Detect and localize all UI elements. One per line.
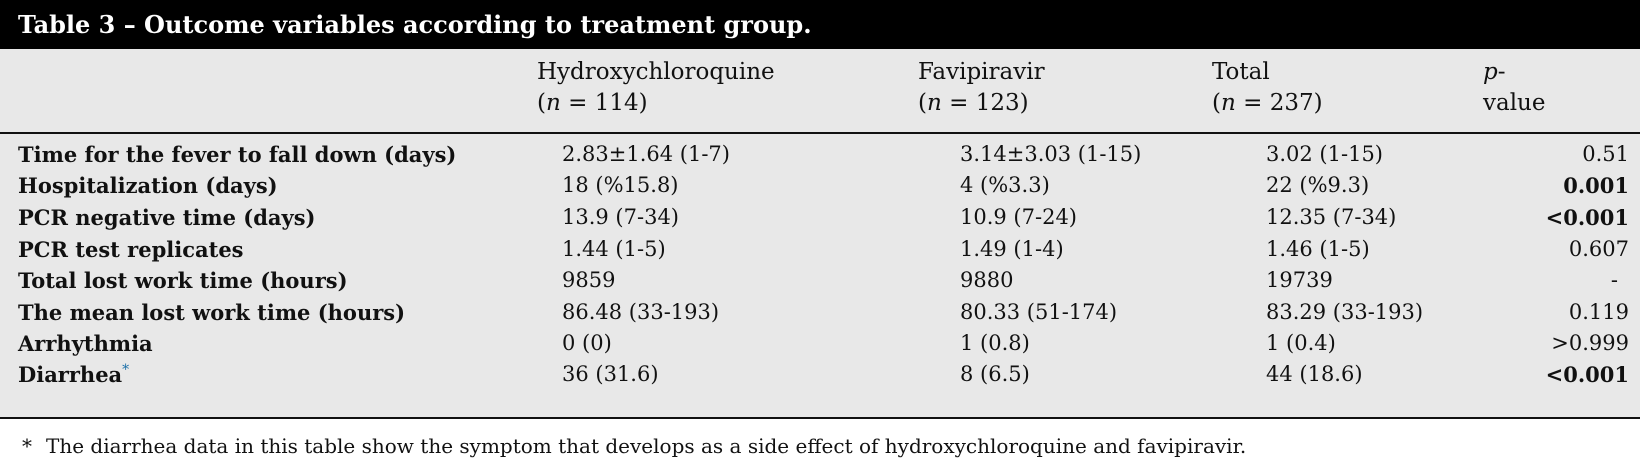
row-label: Total lost work time (hours)	[18, 268, 348, 293]
cell-total: 22 (%9.3)	[1266, 173, 1370, 197]
cell-p-value: >0.999	[1551, 331, 1629, 355]
table-row: The mean lost work time (hours) 86.48 (3…	[0, 296, 1640, 329]
row-label: Diarrhea*	[18, 362, 130, 387]
cell-hydroxychloroquine: 36 (31.6)	[562, 362, 659, 386]
cell-p-value: 0.119	[1568, 300, 1629, 324]
cell-total: 44 (18.6)	[1266, 362, 1363, 386]
footnote-marker: *	[22, 434, 32, 458]
cell-total: 1 (0.4)	[1266, 331, 1336, 355]
header-label: Hydroxychloroquine	[537, 59, 775, 85]
cell-favipiravir: 1 (0.8)	[960, 331, 1030, 355]
cell-favipiravir: 8 (6.5)	[960, 362, 1030, 386]
cell-hydroxychloroquine: 9859	[562, 268, 616, 292]
table-row: Hospitalization (days) 18 (%15.8) 4 (%3.…	[0, 169, 1640, 202]
header-n: (n = 114)	[537, 90, 648, 116]
header-label: Favipiravir	[918, 59, 1045, 85]
header-divider	[0, 132, 1640, 134]
cell-hydroxychloroquine: 13.9 (7-34)	[562, 205, 679, 229]
cell-p-value: 0.51	[1582, 142, 1629, 166]
cell-favipiravir: 4 (%3.3)	[960, 173, 1050, 197]
cell-p-value: <0.001	[1545, 205, 1629, 230]
header-hydroxychloroquine: Hydroxychloroquine (n = 114)	[537, 57, 775, 119]
table-footnote: * The diarrhea data in this table show th…	[22, 432, 1246, 460]
footnote-marker-link[interactable]: *	[122, 362, 130, 378]
header-n: (n = 123)	[918, 90, 1029, 116]
cell-total: 83.29 (33-193)	[1266, 300, 1424, 324]
table-title: Table 3 – Outcome variables according to…	[0, 0, 1640, 49]
cell-hydroxychloroquine: 2.83±1.64 (1-7)	[562, 142, 730, 166]
cell-hydroxychloroquine: 18 (%15.8)	[562, 173, 679, 197]
cell-favipiravir: 1.49 (1-4)	[960, 237, 1064, 261]
cell-hydroxychloroquine: 1.44 (1-5)	[562, 237, 666, 261]
row-label: Arrhythmia	[18, 331, 153, 356]
header-n: (n = 237)	[1212, 90, 1323, 116]
row-label: PCR negative time (days)	[18, 205, 316, 230]
table-bottom-rule	[0, 417, 1640, 419]
cell-p-value: <0.001	[1545, 362, 1629, 387]
table-row: Arrhythmia 0 (0) 1 (0.8) 1 (0.4) >0.999	[0, 327, 1640, 360]
cell-p-value: -	[1610, 268, 1618, 292]
cell-hydroxychloroquine: 0 (0)	[562, 331, 612, 355]
footnote-text: The diarrhea data in this table show the…	[46, 434, 1247, 458]
cell-hydroxychloroquine: 86.48 (33-193)	[562, 300, 720, 324]
cell-p-value: 0.001	[1563, 173, 1629, 198]
cell-favipiravir: 3.14±3.03 (1-15)	[960, 142, 1142, 166]
row-label: The mean lost work time (hours)	[18, 300, 406, 325]
cell-favipiravir: 80.33 (51-174)	[960, 300, 1118, 324]
cell-favipiravir: 10.9 (7-24)	[960, 205, 1077, 229]
header-p-value: p- value	[1483, 59, 1546, 116]
header-label: Total	[1212, 59, 1270, 85]
header-favipiravir: Favipiravir (n = 123)	[918, 57, 1045, 119]
cell-total: 19739	[1266, 268, 1333, 292]
table-row: PCR test replicates 1.44 (1-5) 1.49 (1-4…	[0, 233, 1640, 266]
cell-total: 3.02 (1-15)	[1266, 142, 1383, 166]
table-row: Diarrhea* 36 (31.6) 8 (6.5) 44 (18.6) <0…	[0, 358, 1640, 391]
row-label: PCR test replicates	[18, 237, 244, 262]
cell-p-value: 0.607	[1568, 237, 1629, 261]
row-label: Time for the fever to fall down (days)	[18, 142, 457, 167]
cell-favipiravir: 9880	[960, 268, 1014, 292]
row-label: Hospitalization (days)	[18, 173, 278, 198]
header-total: Total (n = 237)	[1212, 57, 1323, 119]
table: Hydroxychloroquine (n = 114) Favipiravir…	[0, 49, 1640, 417]
table-row: Total lost work time (hours) 9859 9880 1…	[0, 264, 1640, 297]
table-header-row: Hydroxychloroquine (n = 114) Favipiravir…	[0, 49, 1640, 131]
cell-total: 1.46 (1-5)	[1266, 237, 1370, 261]
cell-total: 12.35 (7-34)	[1266, 205, 1397, 229]
table-row: Time for the fever to fall down (days) 2…	[0, 138, 1640, 171]
table-row: PCR negative time (days) 13.9 (7-34) 10.…	[0, 201, 1640, 234]
